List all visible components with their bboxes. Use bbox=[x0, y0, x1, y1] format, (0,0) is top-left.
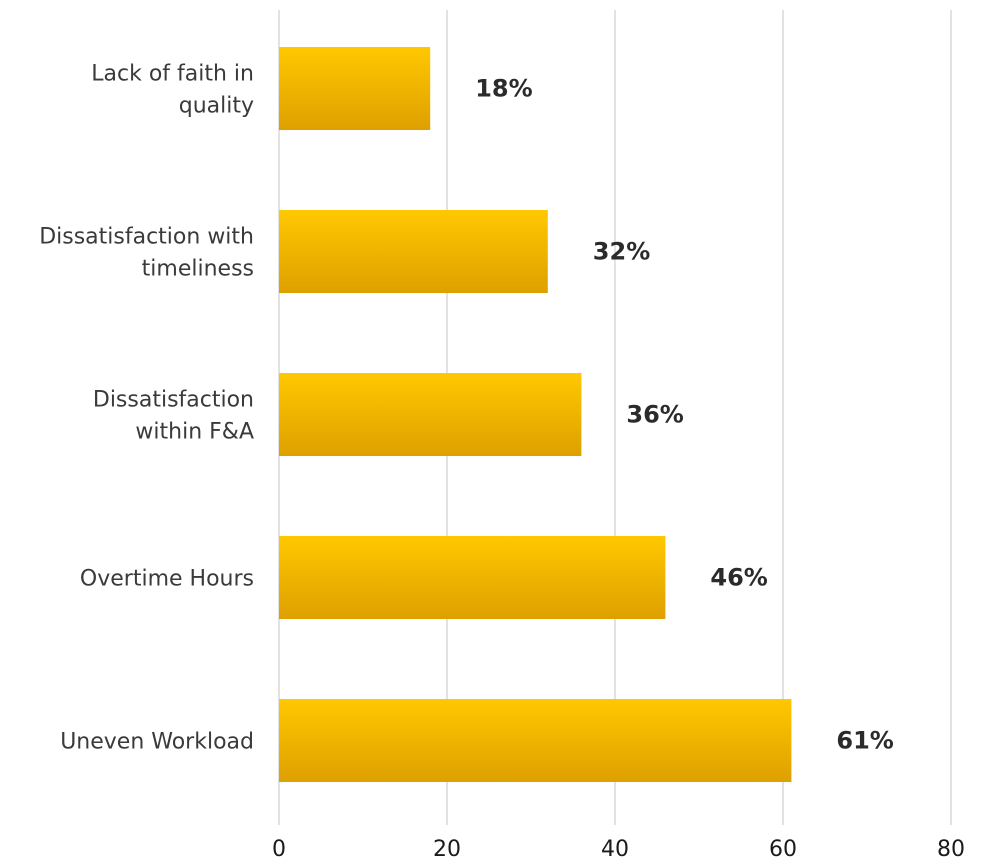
category-label-line: Overtime Hours bbox=[80, 567, 254, 592]
x-tick-label: 80 bbox=[937, 837, 965, 862]
category-label-line: Uneven Workload bbox=[60, 730, 254, 755]
bar bbox=[279, 47, 431, 130]
category-label: Dissatisfaction with timeliness bbox=[39, 225, 254, 282]
bar bbox=[279, 536, 666, 619]
data-label: 18% bbox=[475, 75, 532, 103]
category-label-line: Lack of faith in bbox=[91, 62, 254, 87]
category-label: Dissatisfaction within F&A bbox=[93, 388, 254, 445]
category-label-line: within F&A bbox=[135, 420, 254, 445]
x-tick-label: 20 bbox=[433, 837, 461, 862]
data-label: 61% bbox=[836, 727, 893, 755]
x-tick-label: 60 bbox=[769, 837, 797, 862]
data-label: 46% bbox=[710, 564, 767, 592]
gridlines bbox=[278, 10, 952, 825]
data-label: 32% bbox=[593, 238, 650, 266]
category-label-line: Dissatisfaction bbox=[93, 388, 254, 413]
category-label-line: timeliness bbox=[142, 257, 254, 282]
category-label: Lack of faith in quality bbox=[91, 62, 254, 119]
category-label: Uneven Workload bbox=[60, 730, 254, 755]
bar bbox=[279, 210, 548, 293]
data-label: 36% bbox=[626, 401, 683, 429]
bars bbox=[279, 47, 792, 782]
x-tick-label: 40 bbox=[601, 837, 629, 862]
category-label-line: quality bbox=[179, 94, 254, 119]
labels: 0 20 40 60 80 Lack of faith in quality 18% Dissa… bbox=[39, 62, 965, 863]
bar bbox=[279, 373, 582, 456]
category-label-line: Dissatisfaction with bbox=[39, 225, 254, 250]
bar bbox=[279, 699, 792, 782]
category-label: Overtime Hours bbox=[80, 567, 254, 592]
x-tick-label: 0 bbox=[272, 837, 286, 862]
